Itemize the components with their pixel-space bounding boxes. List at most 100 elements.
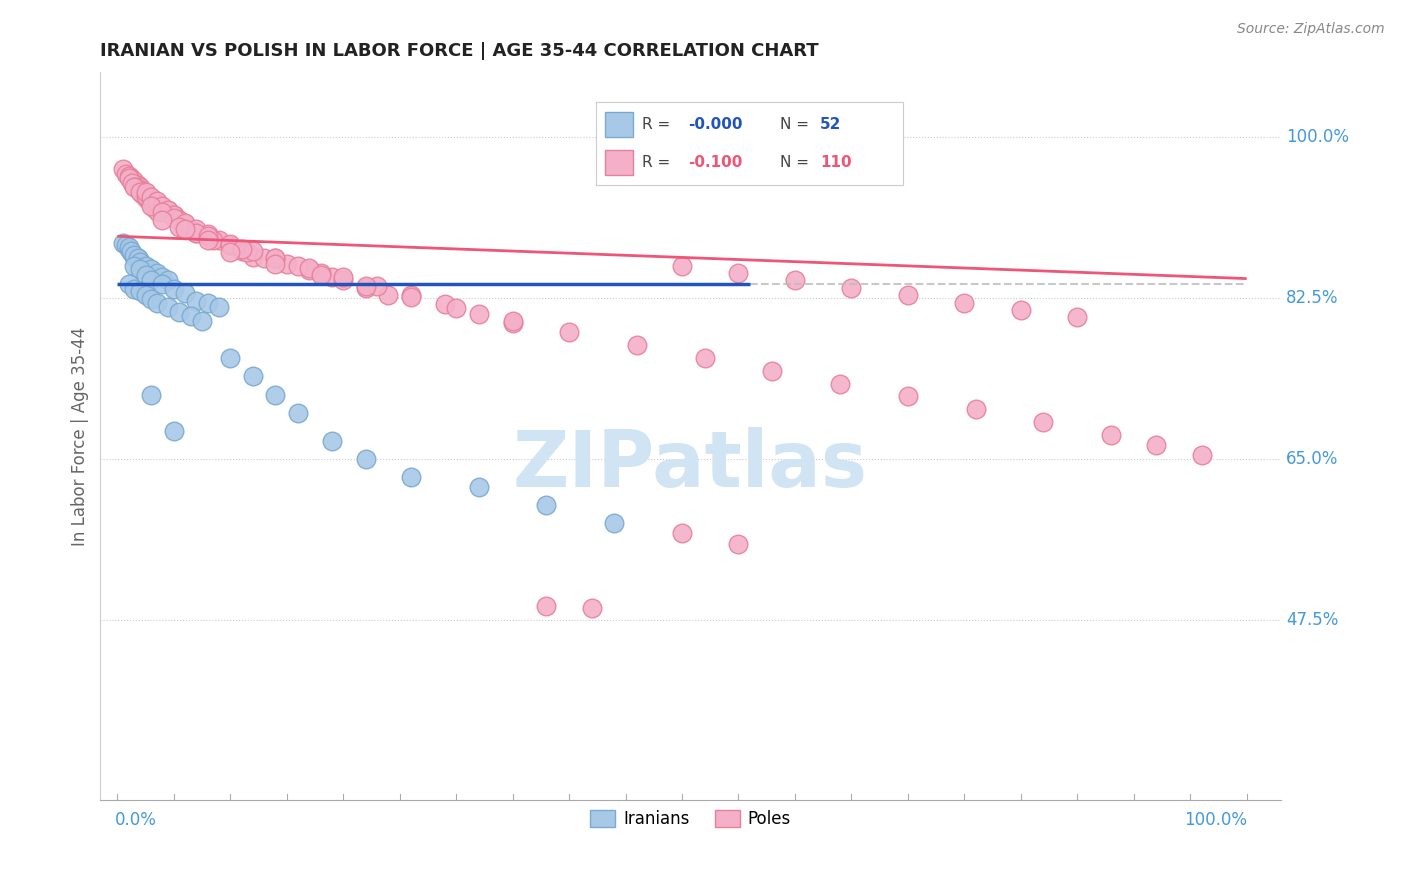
Point [117,277,139,292]
Point [128,254,150,268]
Point [219,238,242,252]
Point [264,387,287,401]
Text: 47.5%: 47.5% [1286,611,1339,629]
Point [135,259,157,273]
Point [131,183,153,197]
Point [671,259,693,273]
Point [157,300,180,314]
Point [219,236,242,251]
Point [186,222,208,236]
Point [143,202,166,216]
Point [124,179,146,194]
Point [138,263,160,277]
Point [141,262,163,277]
Point [157,273,180,287]
Point [309,266,332,280]
Point [127,178,149,192]
Point [122,250,145,264]
Point [131,257,153,271]
Y-axis label: In Labor Force | Age 35-44: In Labor Force | Age 35-44 [72,326,89,546]
Point [157,203,180,218]
Point [141,292,163,306]
Point [152,212,174,227]
Point [219,351,242,365]
Point [399,290,422,304]
Point [128,183,150,197]
Point [1066,310,1088,325]
Point [163,208,186,222]
Point [122,180,145,194]
Point [467,307,489,321]
Point [186,227,208,241]
Point [953,295,976,310]
Text: ZIPatlas: ZIPatlas [513,427,868,503]
Point [332,269,354,284]
Point [138,189,160,203]
Point [115,238,138,252]
Point [157,203,180,218]
Point [117,240,139,254]
Point [1099,428,1122,442]
Point [163,425,186,439]
Point [174,216,197,230]
Point [128,185,150,199]
Point [536,498,558,512]
Point [1032,415,1054,429]
Text: 82.5%: 82.5% [1286,289,1339,307]
Point [332,273,354,287]
Point [671,525,693,540]
Point [146,266,169,280]
Legend: Iranians, Poles: Iranians, Poles [583,804,797,835]
Point [135,288,157,302]
Point [603,516,626,531]
Point [830,376,852,391]
Point [163,282,186,296]
Point [174,222,197,236]
Text: 65.0%: 65.0% [1286,450,1339,468]
Point [122,247,145,261]
Point [197,295,219,310]
Point [1191,448,1213,462]
Point [399,288,422,302]
Point [120,244,142,259]
Point [135,191,157,205]
Point [897,288,920,302]
Point [502,316,524,330]
Point [197,229,219,244]
Point [727,536,749,550]
Point [146,196,169,211]
Point [377,288,399,302]
Point [146,205,169,219]
Point [169,212,191,227]
Point [298,263,321,277]
Point [321,269,343,284]
Point [727,266,749,280]
Text: 0.0%: 0.0% [115,811,157,829]
Point [444,301,467,315]
Point [128,262,150,277]
Point [693,351,716,365]
Point [219,238,242,252]
Point [163,211,186,225]
Point [141,387,163,401]
Point [146,194,169,209]
Point [135,188,157,202]
Point [122,259,145,273]
Point [242,369,264,384]
Point [186,227,208,241]
Point [174,286,197,301]
Point [219,244,242,259]
Point [761,364,783,378]
Point [135,185,157,199]
Point [111,162,134,177]
Point [197,233,219,247]
Point [191,314,214,328]
Point [1144,438,1167,452]
Point [141,189,163,203]
Point [122,282,145,296]
Point [354,281,377,295]
Point [354,279,377,293]
Point [965,402,987,417]
Point [231,244,253,258]
Point [127,252,149,266]
